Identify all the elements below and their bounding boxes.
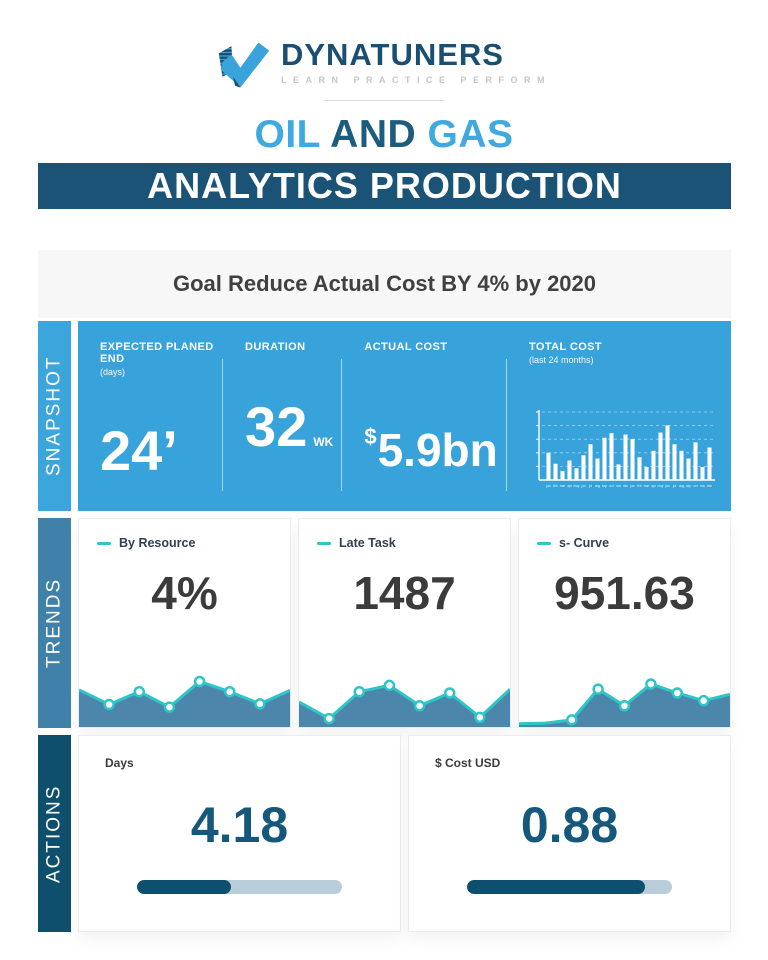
action-card-days: Days 4.18 <box>78 735 401 932</box>
by-resource-area-chart <box>79 651 290 727</box>
svg-text:apr: apr <box>567 484 573 488</box>
trend-value: 1487 <box>353 567 456 619</box>
trend-card-by-resource: By Resource 4% <box>78 518 291 728</box>
divider <box>506 359 507 491</box>
logo: DYNATUNERS LEARN PRACTICE PERFORM <box>0 0 768 101</box>
svg-text:apr: apr <box>651 484 657 488</box>
late-task-area-chart <box>299 651 510 727</box>
page-title: OIL AND GAS <box>0 113 768 157</box>
logo-divider <box>324 100 444 101</box>
svg-text:oct: oct <box>693 484 697 488</box>
kpi-expected-planned-end: EXPECTED PLANED END (days) 24’ <box>78 321 222 511</box>
cost-progress-bar <box>467 880 672 894</box>
title-gas: GAS <box>427 113 514 156</box>
title-and: AND <box>320 113 428 156</box>
action-value: 4.18 <box>190 797 289 853</box>
divider <box>341 359 343 491</box>
title-oil: OIL <box>254 113 321 156</box>
snapshot-section: SNAPSHOT EXPECTED PLANED END (days) 24’ … <box>38 321 731 511</box>
snapshot-section-label: SNAPSHOT <box>38 321 71 511</box>
svg-text:mar: mar <box>560 484 566 488</box>
currency-symbol: $ <box>364 424 377 449</box>
action-card-cost-usd: $ Cost USD 0.88 <box>408 735 731 932</box>
s-curve-area-chart <box>519 651 730 727</box>
divider <box>222 359 224 491</box>
legend-dash-icon <box>97 541 111 545</box>
kpi-actual-cost: ACTUAL COST $5.9bn <box>342 321 506 511</box>
svg-text:jan: jan <box>629 484 634 488</box>
kpi-value: $5.9bn <box>364 424 498 476</box>
svg-text:mar: mar <box>644 484 650 488</box>
svg-text:nov: nov <box>616 484 622 488</box>
title-banner: ANALYTICS PRODUCTION <box>38 163 731 209</box>
legend-label: By Resource <box>119 536 196 550</box>
kpi-label: DURATION <box>245 341 306 353</box>
svg-text:may: may <box>657 484 663 488</box>
kpi-label: EXPECTED PLANED END <box>100 341 214 365</box>
actions-section: ACTIONS Days 4.18 $ Cost USD 0.88 <box>38 735 731 932</box>
trend-value: 4% <box>151 567 218 619</box>
kpi-label: TOTAL COST <box>529 341 603 353</box>
total-cost-bar-chart: jan feb mar apr may jun jul aug sep oct nov dec jan f… <box>529 407 717 491</box>
kpi-unit: WK <box>313 435 334 449</box>
trends-section: TRENDS By Resource 4% Late Task 1487 s- … <box>38 518 731 728</box>
trend-card-late-task: Late Task 1487 <box>298 518 511 728</box>
svg-text:aug: aug <box>595 484 601 488</box>
legend: s- Curve <box>519 519 730 550</box>
legend-dash-icon <box>317 541 331 545</box>
snapshot-panel: EXPECTED PLANED END (days) 24’ DURATION … <box>78 321 731 511</box>
legend: Late Task <box>299 519 510 550</box>
svg-text:nov: nov <box>700 484 706 488</box>
goal-statement: Goal Reduce Actual Cost BY 4% by 2020 <box>38 250 731 318</box>
svg-text:feb: feb <box>553 484 558 488</box>
legend-label: Late Task <box>339 536 396 550</box>
svg-text:jul: jul <box>588 484 592 488</box>
svg-text:sep: sep <box>686 484 691 488</box>
svg-text:dec: dec <box>623 484 629 488</box>
logo-name: DYNATUNERS <box>280 37 504 72</box>
kpi-duration: DURATION 32 WK <box>223 321 341 511</box>
days-progress-fill <box>137 880 232 894</box>
kpi-value: 24’ <box>100 419 178 482</box>
action-label: Days <box>105 756 134 770</box>
svg-text:dec: dec <box>707 484 713 488</box>
checkmark-logo-icon <box>218 42 270 88</box>
actions-section-label: ACTIONS <box>38 735 71 932</box>
days-progress-bar <box>137 880 342 894</box>
legend: By Resource <box>79 519 290 550</box>
svg-text:oct: oct <box>609 484 613 488</box>
legend-dash-icon <box>537 541 551 545</box>
trends-section-label: TRENDS <box>38 518 71 728</box>
kpi-value: 32 WK <box>245 395 334 458</box>
legend-label: s- Curve <box>559 536 610 550</box>
trend-value: 951.63 <box>554 567 695 619</box>
action-value: 0.88 <box>520 797 619 853</box>
logo-tagline: LEARN PRACTICE PERFORM <box>280 75 551 85</box>
kpi-sublabel: (days) <box>100 367 126 377</box>
kpi-sublabel: (last 24 months) <box>529 355 594 365</box>
svg-text:jan: jan <box>545 484 550 488</box>
svg-text:feb: feb <box>637 484 642 488</box>
svg-text:jun: jun <box>664 484 669 488</box>
kpi-label: ACTUAL COST <box>364 341 448 353</box>
action-label: $ Cost USD <box>435 756 501 770</box>
svg-text:jun: jun <box>580 484 585 488</box>
kpi-total-cost: TOTAL COST (last 24 months) jan feb mar apr… <box>507 321 731 511</box>
svg-text:may: may <box>573 484 579 488</box>
svg-text:jul: jul <box>672 484 676 488</box>
cost-progress-fill <box>467 880 646 894</box>
svg-text:sep: sep <box>602 484 607 488</box>
svg-text:aug: aug <box>679 484 685 488</box>
trend-card-s-curve: s- Curve 951.63 <box>518 518 731 728</box>
